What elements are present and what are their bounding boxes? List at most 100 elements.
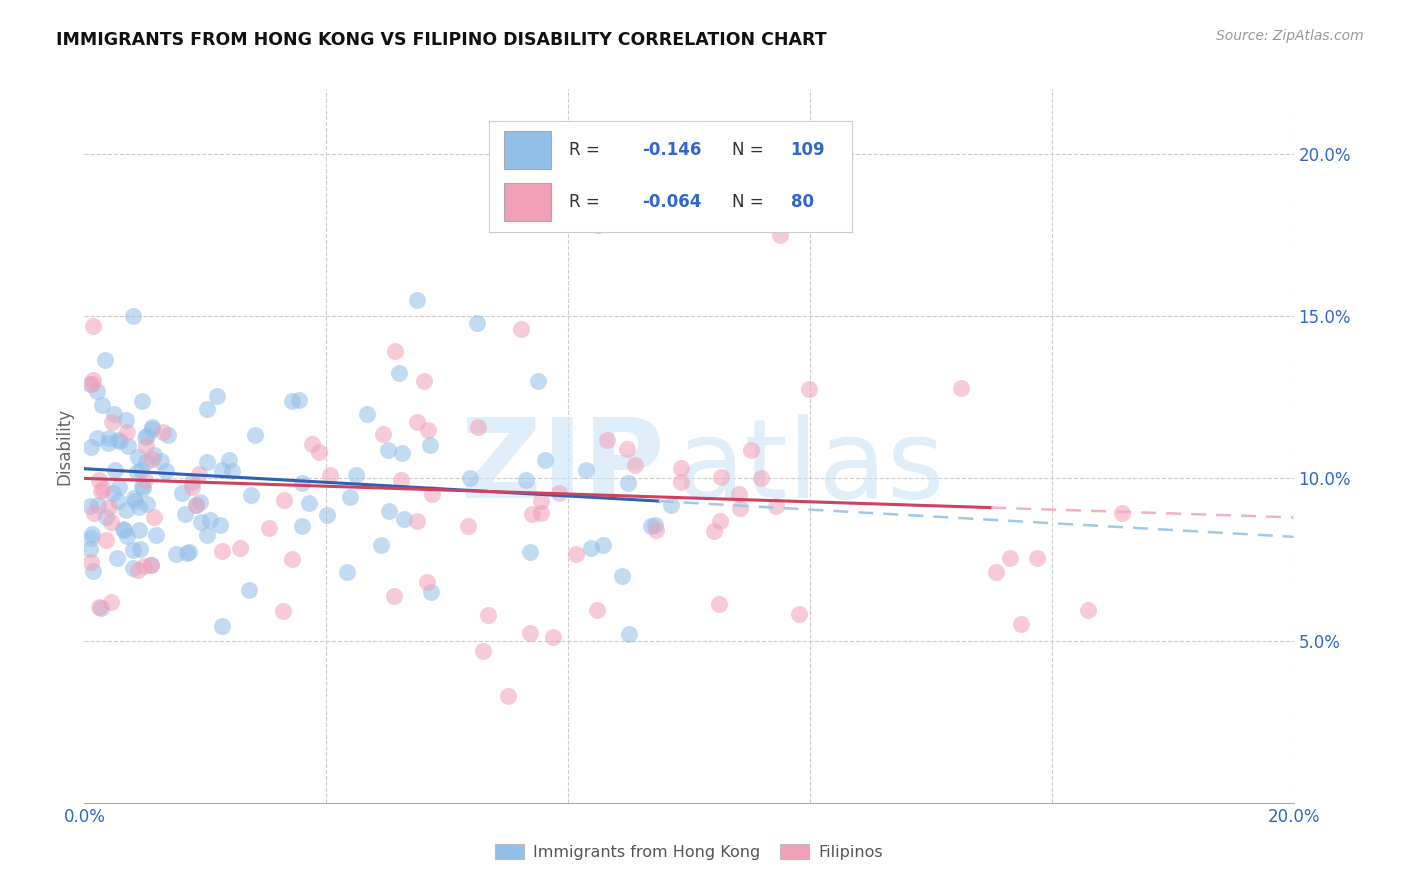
Point bbox=[280, 393, 302, 408]
Point bbox=[141, 558, 163, 573]
Point bbox=[91, 398, 114, 412]
Point bbox=[134, 430, 156, 444]
Point bbox=[384, 343, 406, 358]
Point bbox=[177, 545, 200, 559]
Point bbox=[79, 500, 101, 514]
Point bbox=[117, 439, 139, 453]
Point bbox=[211, 544, 233, 558]
Point bbox=[749, 471, 772, 485]
Point bbox=[132, 482, 155, 496]
Point bbox=[97, 431, 120, 445]
Point bbox=[1025, 551, 1047, 566]
Point bbox=[205, 389, 228, 403]
Point bbox=[96, 533, 118, 547]
Y-axis label: Disability: Disability bbox=[55, 408, 73, 484]
Point bbox=[382, 589, 405, 603]
Point bbox=[100, 595, 122, 609]
Point bbox=[339, 490, 361, 504]
Point bbox=[240, 488, 263, 502]
Point bbox=[291, 476, 314, 491]
Point bbox=[103, 408, 125, 422]
Point bbox=[187, 467, 209, 481]
Point bbox=[170, 485, 193, 500]
Point bbox=[156, 428, 179, 442]
Point bbox=[728, 501, 751, 516]
Point bbox=[124, 493, 146, 508]
Point bbox=[79, 440, 101, 454]
Point bbox=[97, 500, 120, 514]
Point bbox=[592, 538, 614, 552]
Point bbox=[94, 352, 117, 367]
Point bbox=[644, 518, 666, 533]
Point bbox=[703, 524, 725, 538]
Point bbox=[83, 506, 105, 520]
Point bbox=[740, 443, 762, 458]
Point bbox=[82, 373, 104, 387]
Point bbox=[176, 546, 198, 560]
Point bbox=[87, 473, 110, 487]
Point bbox=[467, 316, 489, 330]
Point bbox=[79, 376, 101, 391]
Point bbox=[336, 565, 359, 579]
Point bbox=[271, 604, 294, 618]
Point bbox=[529, 494, 551, 508]
Point bbox=[136, 429, 159, 443]
Point bbox=[998, 551, 1021, 566]
Point bbox=[134, 473, 156, 487]
Point bbox=[101, 485, 124, 500]
Point bbox=[125, 465, 148, 479]
Point bbox=[510, 322, 533, 336]
Point bbox=[344, 467, 367, 482]
Point bbox=[416, 575, 439, 590]
Point bbox=[467, 420, 489, 434]
Point bbox=[100, 515, 122, 529]
Point bbox=[280, 552, 302, 566]
Point bbox=[419, 438, 441, 452]
Point bbox=[496, 689, 519, 703]
Point bbox=[122, 543, 145, 558]
Point bbox=[392, 512, 415, 526]
Point bbox=[496, 163, 519, 178]
Point bbox=[669, 475, 692, 489]
Point bbox=[406, 514, 429, 528]
Point bbox=[186, 498, 208, 512]
Point bbox=[707, 597, 730, 611]
Point bbox=[135, 455, 157, 469]
Point bbox=[1077, 603, 1099, 617]
Point bbox=[378, 504, 401, 518]
Point bbox=[145, 528, 167, 542]
Point bbox=[190, 516, 212, 530]
Point bbox=[787, 607, 810, 621]
Point bbox=[565, 547, 588, 561]
Point bbox=[377, 442, 399, 457]
Point bbox=[218, 452, 240, 467]
Point bbox=[195, 455, 218, 469]
Point bbox=[645, 523, 668, 537]
Point bbox=[950, 381, 973, 395]
Point bbox=[477, 607, 499, 622]
Point bbox=[90, 483, 112, 498]
Point bbox=[527, 374, 550, 388]
Point bbox=[121, 310, 143, 324]
Point bbox=[107, 494, 129, 508]
Point bbox=[94, 509, 117, 524]
Point bbox=[131, 393, 153, 408]
Point bbox=[200, 513, 222, 527]
Point bbox=[155, 464, 177, 478]
Point bbox=[127, 450, 149, 465]
Text: ZIP: ZIP bbox=[461, 414, 665, 521]
Point bbox=[107, 434, 129, 448]
Point bbox=[87, 599, 110, 614]
Point bbox=[143, 449, 166, 463]
Point bbox=[79, 542, 101, 557]
Point bbox=[984, 566, 1007, 580]
Point bbox=[273, 493, 295, 508]
Point bbox=[617, 627, 640, 641]
Point bbox=[391, 446, 413, 460]
Point bbox=[640, 519, 662, 533]
Point bbox=[122, 561, 145, 575]
Point bbox=[238, 583, 260, 598]
Point bbox=[298, 496, 321, 510]
Point bbox=[208, 517, 231, 532]
Point bbox=[128, 500, 150, 514]
